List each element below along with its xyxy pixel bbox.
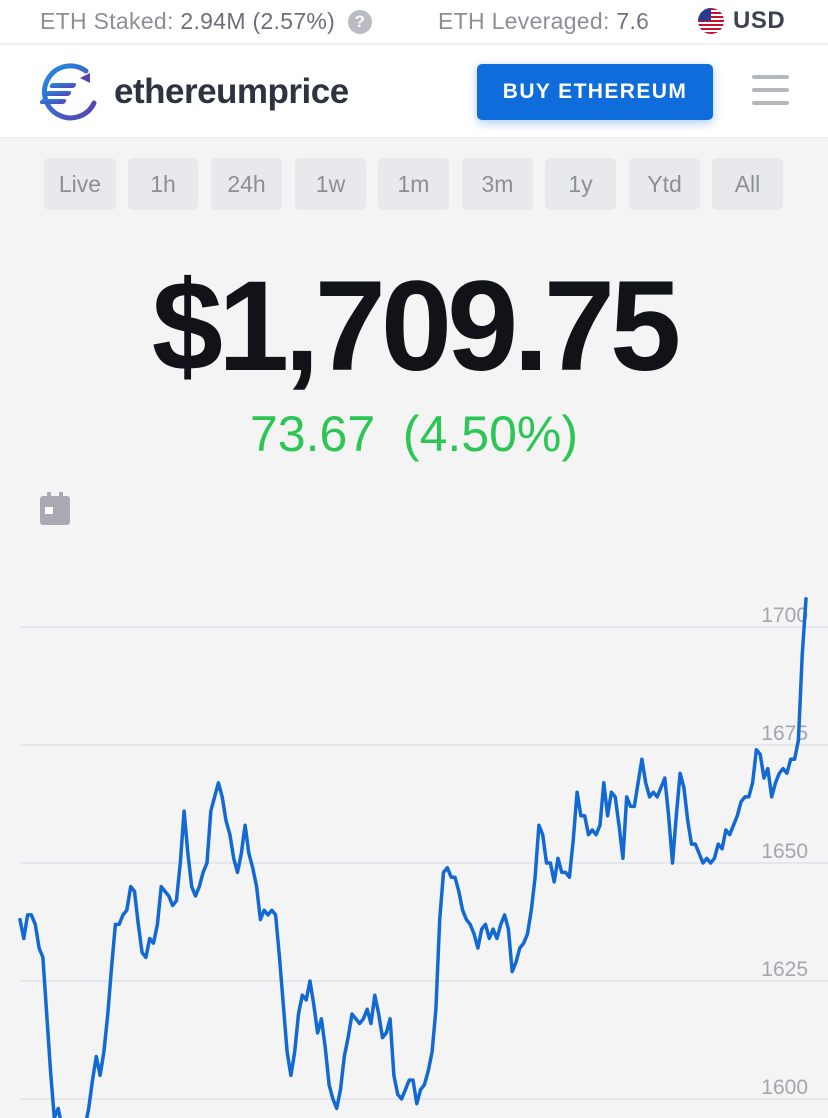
eth-leveraged-label: ETH Leveraged: xyxy=(438,8,610,34)
price-change-percent: (4.50%) xyxy=(402,406,578,462)
currency-code: USD xyxy=(733,7,786,34)
price-change-value: 73.67 xyxy=(250,406,376,462)
range-24h[interactable]: 24h xyxy=(211,158,282,210)
currency-selector[interactable]: USD xyxy=(690,0,828,43)
range-live[interactable]: Live xyxy=(44,158,116,210)
range-ytd[interactable]: Ytd xyxy=(629,158,700,210)
eth-staked-value: 2.94M (2.57%) xyxy=(180,8,336,34)
price-series-line[interactable] xyxy=(18,596,808,1118)
eth-staked-label: ETH Staked: xyxy=(40,8,174,34)
y-tick-label: 1650 xyxy=(761,840,808,863)
range-1h[interactable]: 1h xyxy=(128,158,198,210)
range-1y[interactable]: 1y xyxy=(545,158,616,210)
time-range-selector: Live 1h 24h 1w 1m 3m 1y Ytd All xyxy=(0,158,828,210)
brand-name[interactable]: ethereumprice xyxy=(114,72,349,111)
eth-staked-stat: ETH Staked: 2.94M (2.57%) ? xyxy=(40,8,372,35)
y-tick-label: 1675 xyxy=(761,722,808,745)
site-header: ethereumprice BUY ETHEREUM xyxy=(0,45,828,138)
current-price: $1,709.75 xyxy=(151,255,681,398)
ticker-bar: ETH Staked: 2.94M (2.57%) ? ETH Leverage… xyxy=(0,0,828,44)
range-1w[interactable]: 1w xyxy=(295,158,366,210)
range-all[interactable]: All xyxy=(712,158,783,210)
y-tick-label: 1600 xyxy=(761,1076,808,1099)
price-change: 73.67 (4.50%) xyxy=(0,404,828,464)
ticker-fade xyxy=(640,0,690,43)
range-1m[interactable]: 1m xyxy=(378,158,449,210)
us-flag-icon xyxy=(698,8,724,34)
question-circle-icon[interactable]: ? xyxy=(347,10,372,34)
y-tick-label: 1700 xyxy=(761,604,808,627)
hamburger-menu-icon[interactable] xyxy=(752,75,789,105)
calendar-icon[interactable] xyxy=(40,492,70,525)
price-chart[interactable]: 1700 1675 1650 1625 1600 xyxy=(0,560,828,1118)
ethereumprice-logo-icon[interactable] xyxy=(40,63,100,121)
y-tick-label: 1625 xyxy=(761,958,808,981)
buy-ethereum-button[interactable]: BUY ETHEREUM xyxy=(477,64,713,120)
range-3m[interactable]: 3m xyxy=(462,158,533,210)
eth-leveraged-stat: ETH Leveraged: 7.6 xyxy=(438,8,649,35)
